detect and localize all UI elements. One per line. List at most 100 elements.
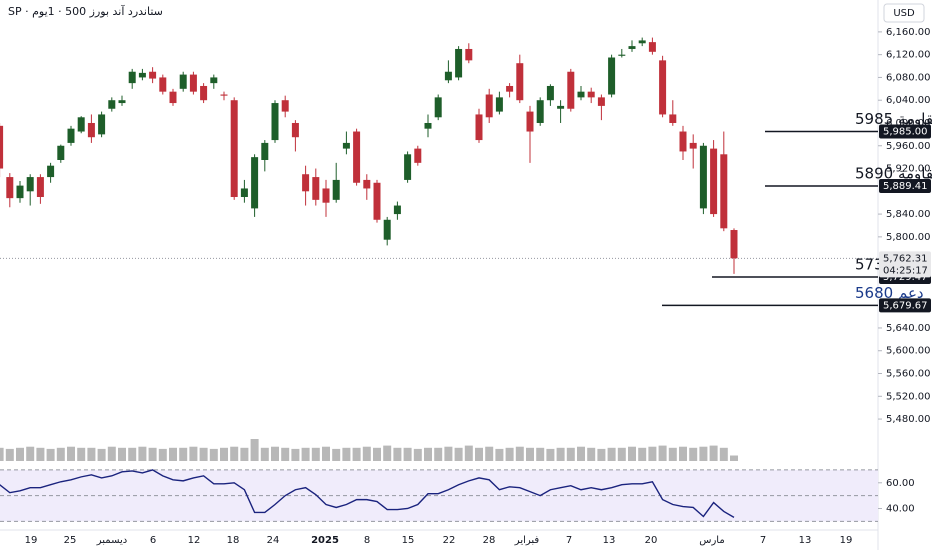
volume-bar xyxy=(444,446,453,461)
candle-body xyxy=(363,179,371,189)
volume-bar xyxy=(617,447,626,461)
volume-bar xyxy=(454,447,463,461)
volume-bar xyxy=(220,447,228,461)
candle-body xyxy=(495,97,503,112)
candle-body xyxy=(312,177,320,200)
x-tick-label: 15 xyxy=(402,535,415,546)
volume-bar xyxy=(526,447,534,461)
volume-bar xyxy=(709,445,718,461)
volume-bar xyxy=(301,447,310,461)
candle-body xyxy=(251,157,259,209)
candle-body xyxy=(424,122,432,129)
y-tick-label: 6,160.00 xyxy=(886,27,931,38)
volume-bar xyxy=(87,447,96,461)
volume-bar xyxy=(311,447,320,461)
volume-bar xyxy=(658,445,667,461)
currency-box[interactable] xyxy=(883,3,925,23)
candle-body xyxy=(189,74,197,92)
volume-bar xyxy=(271,446,279,461)
volume-bar xyxy=(169,447,177,461)
candle-body xyxy=(281,100,289,112)
level-text: دعم 5680 xyxy=(855,284,924,302)
candle-body xyxy=(322,188,330,203)
last-price-label: 5,762.31 xyxy=(883,253,928,264)
candle-body xyxy=(648,42,656,52)
candle-body xyxy=(404,154,412,180)
candle-body xyxy=(393,205,401,215)
volume-bar xyxy=(403,447,412,461)
candle-body xyxy=(434,97,442,118)
candle-body xyxy=(57,145,65,160)
volume-bar xyxy=(597,448,606,461)
x-tick-label: 24 xyxy=(267,535,280,546)
x-tick-label: 2025 xyxy=(311,535,339,546)
y-tick-label: 6,040.00 xyxy=(886,95,931,106)
candle-body xyxy=(689,142,697,149)
x-tick-label: ديسمبر xyxy=(96,535,127,546)
volume-bar xyxy=(393,447,402,461)
candle-body xyxy=(506,85,514,92)
candle-body xyxy=(720,154,728,229)
currency: USD xyxy=(893,8,915,19)
candle-body xyxy=(26,177,34,192)
volume-bar xyxy=(158,448,167,461)
candle-body xyxy=(455,48,463,78)
volume-bar xyxy=(179,447,188,461)
candle-body xyxy=(16,185,24,199)
volume-bar xyxy=(505,447,514,461)
volume-bar xyxy=(638,447,647,461)
x-tick-label: 19 xyxy=(840,535,853,546)
volume-bar xyxy=(475,447,483,461)
volume-bar xyxy=(587,447,596,461)
volume-bar xyxy=(189,446,198,461)
candle-body xyxy=(138,72,146,78)
volume-bar xyxy=(495,448,504,461)
x-tick-label: 28 xyxy=(483,535,496,546)
volume-bar xyxy=(36,447,45,461)
volume-bar xyxy=(16,447,24,461)
volume-bar xyxy=(464,445,473,461)
volume-bar xyxy=(413,448,422,461)
candle-body xyxy=(353,131,361,183)
volume-bar xyxy=(322,446,330,461)
candle-body xyxy=(597,97,605,106)
candle-body xyxy=(230,100,238,198)
volume-bar xyxy=(628,446,636,461)
volume-bar xyxy=(607,447,616,461)
candle-body xyxy=(465,48,473,61)
volume-bar xyxy=(577,446,585,461)
y-tick-label: 6,000.00 xyxy=(886,118,931,129)
volume-bar xyxy=(260,447,269,461)
volume-bar xyxy=(77,447,86,461)
price-tag xyxy=(879,178,931,193)
volume-bar xyxy=(485,446,494,461)
x-tick-label: مارس xyxy=(699,535,724,546)
candle-body xyxy=(332,179,340,200)
candle-body xyxy=(567,71,575,109)
x-tick-label: 12 xyxy=(188,535,201,546)
y-tick-label: 6,120.00 xyxy=(886,50,931,61)
candle-body xyxy=(526,111,534,132)
candle-body xyxy=(149,71,157,79)
candle-body xyxy=(669,114,677,123)
volume-bar xyxy=(342,447,351,461)
candle-body xyxy=(342,142,350,149)
volume-bar xyxy=(668,447,677,461)
candle-body xyxy=(444,71,452,81)
volume-bar xyxy=(373,447,381,461)
chart-title: SP · ستاندرد آند بورز 500 · 1يوم xyxy=(8,4,163,18)
level-text: مقاومة 5985 xyxy=(855,110,932,128)
volume-bar xyxy=(240,447,249,461)
volume-bar xyxy=(128,447,137,461)
volume-bar xyxy=(689,447,698,461)
candle-body xyxy=(659,60,667,115)
rsi-line xyxy=(0,469,735,518)
candle-body xyxy=(98,114,106,135)
candle-body xyxy=(383,219,391,240)
volume-bar xyxy=(291,448,300,461)
last-price-tag xyxy=(879,251,931,278)
candle-body xyxy=(587,91,595,98)
volume-bar xyxy=(148,447,157,461)
volume-bar xyxy=(546,448,555,461)
volume-bar xyxy=(332,448,341,461)
